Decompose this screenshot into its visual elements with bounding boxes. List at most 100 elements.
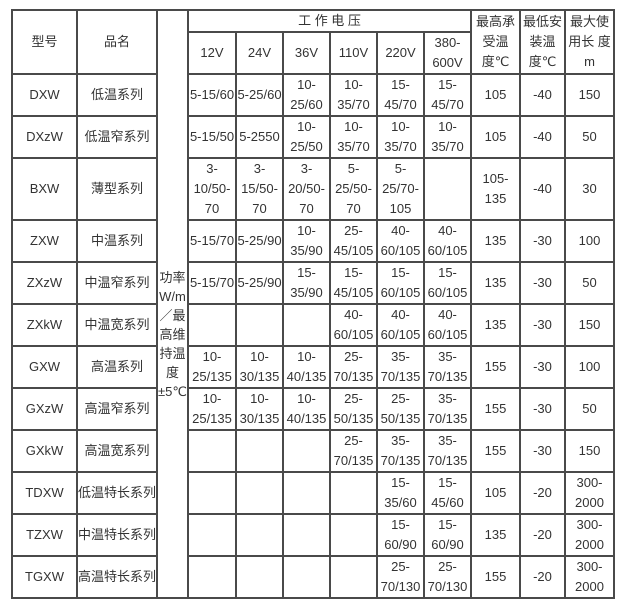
cell-min-install: -30 <box>519 303 566 347</box>
cell-power-value: 10-25/135 <box>187 387 237 431</box>
cell-max-length: 300-2000 <box>564 471 615 515</box>
cell-power-value: 40-60/105 <box>423 303 472 347</box>
table-row: TDXW 低温特长系列 15-35/60 15-45/60 105 -20 300-2000 <box>11 471 615 515</box>
header-row-2: 12V 24V 36V 110V 220V 380-600V <box>12 31 614 75</box>
cell-power-value: 15-45/70 <box>423 73 472 117</box>
cell-power-value: 10-35/90 <box>282 219 331 263</box>
cell-power-value: 5-25/90 <box>235 219 284 263</box>
cell-power-value <box>423 157 472 221</box>
cell-name: 低温系列 <box>76 73 158 117</box>
cell-max-temp: 105 <box>470 471 521 515</box>
cell-power-value: 10-25/60 <box>282 73 331 117</box>
header-voltage: 110V <box>329 31 378 75</box>
header-row-1: 型号 品名 功率W/m／最高维持温度±5℃ 工 作 电 压 最高承受温度℃ 最低… <box>11 9 615 599</box>
cell-name: 中温宽系列 <box>76 303 158 347</box>
cell-power-value: 25-70/130 <box>423 555 472 599</box>
cell-power-value: 40-60/105 <box>376 219 425 263</box>
table-row: GXkW 高温宽系列 25-70/135 35-70/135 35-70/135 155-… <box>11 429 615 473</box>
cell-power-value: 3-10/50-70 <box>187 157 237 221</box>
cell-power-value: 5-15/70 <box>187 219 237 263</box>
cell-min-install: -30 <box>519 429 566 473</box>
table-row: BXW 薄型系列 3-10/50-70 3-15/50-70 3-20/50-70 5-2… <box>11 157 615 221</box>
cell-power-value: 15-45/70 <box>376 73 425 117</box>
cell-min-install: -40 <box>519 157 566 221</box>
header-name: 品名 <box>76 9 158 75</box>
cell-power-value: 35-70/135 <box>423 345 472 389</box>
cell-max-temp: 105 <box>470 115 521 159</box>
cell-power-value <box>282 471 331 515</box>
cell-max-length: 150 <box>564 73 615 117</box>
cell-max-length: 150 <box>564 429 615 473</box>
header-voltage: 220V <box>376 31 425 75</box>
cell-power-value <box>235 555 284 599</box>
cell-min-install: -20 <box>519 513 566 557</box>
cell-max-length: 100 <box>564 345 615 389</box>
table-row: ZXzW 中温窄系列 5-15/70 5-25/90 15-35/90 15-45/105… <box>11 261 615 305</box>
cell-power-value: 40-60/105 <box>423 219 472 263</box>
cell-power-value <box>329 513 378 557</box>
cell-max-temp: 135 <box>470 513 521 557</box>
cell-power-value: 10-25/135 <box>187 345 237 389</box>
cell-model: TDXW <box>11 471 78 515</box>
cell-power-value: 5-25/60 <box>235 73 284 117</box>
cell-min-install: -30 <box>519 387 566 431</box>
table-row: TGXW 高温特长系列 25-70/130 25-70/130 155 -20 300-20… <box>11 555 615 599</box>
cell-power-value: 25-50/135 <box>329 387 378 431</box>
cell-power-value: 35-70/135 <box>423 387 472 431</box>
cell-name: 低温特长系列 <box>76 471 158 515</box>
cell-power-value: 35-70/135 <box>376 345 425 389</box>
table-row: DXW 低温系列 5-15/60 5-25/60 10-25/60 10-35/70 15-… <box>11 73 615 117</box>
cell-power-value: 15-35/60 <box>376 471 425 515</box>
cell-name: 高温宽系列 <box>76 429 158 473</box>
cell-power-value: 5-2550 <box>235 115 284 159</box>
cell-power-value: 35-70/135 <box>376 429 425 473</box>
cell-power-value: 25-45/105 <box>329 219 378 263</box>
cell-model: GXzW <box>11 387 78 431</box>
cell-max-temp: 105-135 <box>470 157 521 221</box>
header-model: 型号 <box>11 9 78 75</box>
cell-power-value: 40-60/105 <box>376 303 425 347</box>
header-voltage: 24V <box>235 31 284 75</box>
cell-name: 高温窄系列 <box>76 387 158 431</box>
cell-power-value <box>329 555 378 599</box>
cell-power-value: 10-40/135 <box>282 387 331 431</box>
cell-power-value: 5-25/70-105 <box>376 157 425 221</box>
header-power: 功率W/m／最高维持温度±5℃ <box>156 9 189 599</box>
cell-min-install: -40 <box>519 73 566 117</box>
header-max-length: 最大使用长 度m <box>564 9 615 75</box>
cell-power-value: 15-60/105 <box>376 261 425 305</box>
spec-table: 型号 品名 功率W/m／最高维持温度±5℃ 工 作 电 压 最高承受温度℃ 最低… <box>11 9 615 599</box>
cell-power-value: 5-15/70 <box>187 261 237 305</box>
cell-model: DXzW <box>11 115 78 159</box>
table-row: ZXW 中温系列 5-15/70 5-25/90 10-35/90 25-45/105 40… <box>11 219 615 263</box>
table-row: TZXW 中温特长系列 15-60/90 15-60/90 135 -20 300-2000 <box>11 513 615 557</box>
cell-model: GXW <box>11 345 78 389</box>
cell-power-value <box>282 555 331 599</box>
cell-power-value <box>235 513 284 557</box>
cell-power-value <box>235 429 284 473</box>
cell-power-value: 10-30/135 <box>235 387 284 431</box>
header-voltage: 12V <box>187 31 237 75</box>
table-row: ZXkW 中温宽系列 40-60/105 40-60/105 40-60/105 135-… <box>11 303 615 347</box>
cell-max-temp: 135 <box>470 261 521 305</box>
cell-max-temp: 135 <box>470 219 521 263</box>
cell-power-value: 3-15/50-70 <box>235 157 284 221</box>
cell-min-install: -20 <box>519 471 566 515</box>
cell-power-value: 5-15/50 <box>187 115 237 159</box>
cell-power-value: 10-40/135 <box>282 345 331 389</box>
table-row: GXW 高温系列 10-25/135 10-30/135 10-40/135 25-70/… <box>11 345 615 389</box>
cell-max-length: 100 <box>564 219 615 263</box>
cell-power-value: 15-60/90 <box>376 513 425 557</box>
cell-model: TZXW <box>11 513 78 557</box>
cell-power-value: 3-20/50-70 <box>282 157 331 221</box>
header-voltage-group: 工 作 电 压 <box>187 9 472 33</box>
cell-min-install: -40 <box>519 115 566 159</box>
cell-power-value: 15-45/60 <box>423 471 472 515</box>
cell-power-value <box>187 429 237 473</box>
cell-power-value: 15-60/105 <box>423 261 472 305</box>
cell-power-value: 10-35/70 <box>329 73 378 117</box>
table-row: DXzW 低温窄系列 5-15/50 5-2550 10-25/50 10-35/70 10… <box>11 115 615 159</box>
cell-min-install: -30 <box>519 219 566 263</box>
cell-max-length: 300-2000 <box>564 513 615 557</box>
cell-max-temp: 155 <box>470 387 521 431</box>
